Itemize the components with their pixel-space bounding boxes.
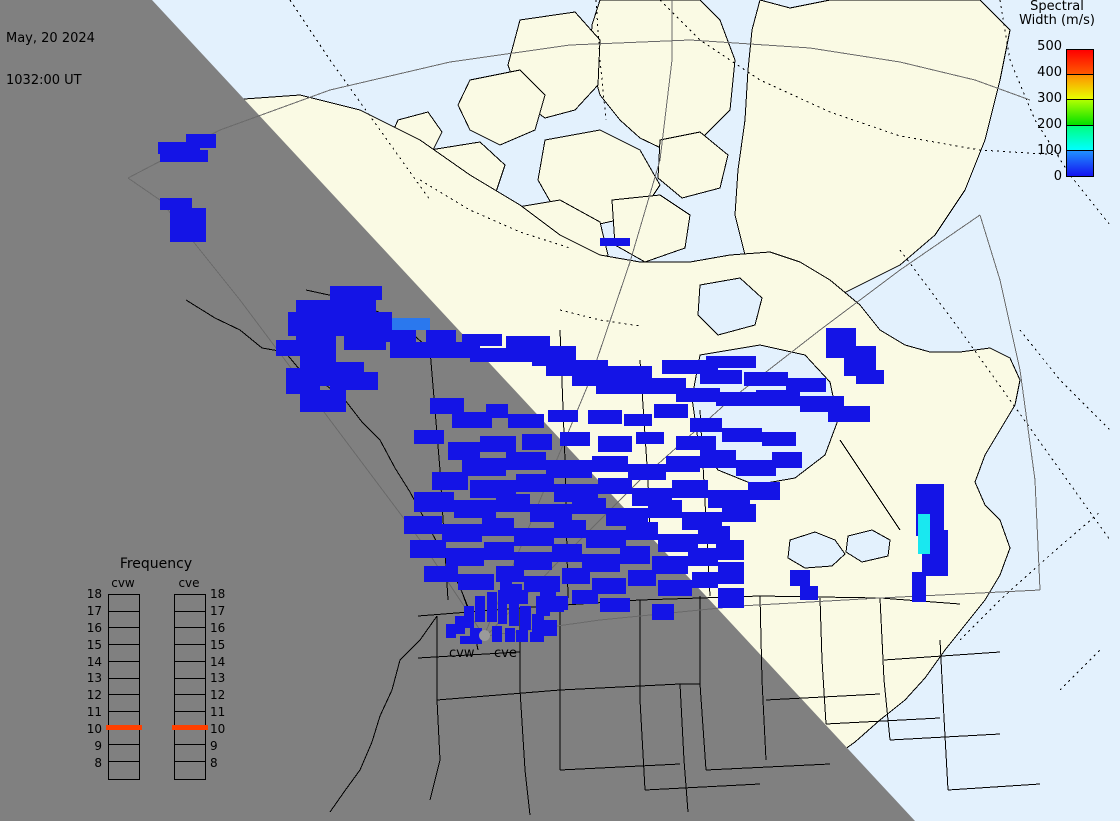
frequency-column-header-cve: cve xyxy=(178,576,200,590)
freq-left-17: 17 xyxy=(86,603,102,618)
colorbar-segment-100-200 xyxy=(1067,125,1093,151)
radar-site-label-cvw: cvw xyxy=(449,646,475,661)
freq-right-10: 10 xyxy=(210,722,226,737)
freq-left-9: 9 xyxy=(94,739,102,754)
colorbar-tick-100: 100 xyxy=(1037,143,1062,158)
timestamp: May, 20 2024 1032:00 UT xyxy=(6,4,95,116)
freq-right-16: 16 xyxy=(210,620,226,635)
freq-right-8: 8 xyxy=(210,755,218,770)
freq-left-18: 18 xyxy=(86,587,102,601)
colorbar-tick-200: 200 xyxy=(1037,117,1062,132)
graticule-lines xyxy=(289,0,1111,691)
frequency-marker-cve xyxy=(172,725,208,730)
colorbar-segment-200-300 xyxy=(1067,100,1093,126)
freq-right-14: 14 xyxy=(210,654,226,669)
freq-left-11: 11 xyxy=(86,705,102,720)
freq-right-17: 17 xyxy=(210,603,226,618)
spectral-width-data-cells xyxy=(158,134,948,644)
colorbar-tick-400: 400 xyxy=(1037,65,1062,80)
colorbar-tick-labels: 500 400 300 200 100 0 xyxy=(1000,39,1062,184)
colorbar-tick-300: 300 xyxy=(1037,91,1062,106)
colorbar-title-line1: Spectral xyxy=(1030,0,1084,14)
colorbar-panel: Spectral Width (m/s) 500 400 300 200 100… xyxy=(1000,0,1116,200)
freq-left-15: 15 xyxy=(86,637,102,652)
freq-right-12: 12 xyxy=(210,688,226,703)
freq-right-13: 13 xyxy=(210,671,226,686)
frequency-bar-cvw xyxy=(108,594,140,780)
freq-right-15: 15 xyxy=(210,637,226,652)
freq-left-14: 14 xyxy=(86,654,102,669)
radar-site-label-cve: cve xyxy=(494,646,517,661)
freq-left-10: 10 xyxy=(86,722,102,737)
colorbar-segment-400-500 xyxy=(1067,50,1093,76)
high-spectral-width-cell xyxy=(918,514,930,554)
frequency-column-header-cvw: cvw xyxy=(111,576,135,590)
colorbar-title-line2: Width (m/s) xyxy=(1019,13,1095,28)
frequency-legend-title: Frequency xyxy=(119,556,193,572)
radar-site-marker xyxy=(479,630,490,641)
frequency-marker-cvw xyxy=(106,725,142,730)
frequency-scale-right: 18 17 16 15 14 13 12 11 10 9 8 xyxy=(210,588,232,774)
colorbar-segment-0-100 xyxy=(1067,150,1093,176)
freq-left-16: 16 xyxy=(86,620,102,635)
freq-right-9: 9 xyxy=(210,739,218,754)
freq-right-18: 18 xyxy=(210,587,226,601)
timestamp-date: May, 20 2024 xyxy=(6,31,95,46)
freq-right-11: 11 xyxy=(210,705,226,720)
colorbar-gradient xyxy=(1066,49,1094,177)
colorbar-tick-0: 0 xyxy=(1053,169,1062,184)
freq-left-8: 8 xyxy=(94,755,102,770)
freq-left-13: 13 xyxy=(86,671,102,686)
frequency-legend: Frequency cvw cve 18 17 16 15 14 13 12 1… xyxy=(86,556,226,788)
colorbar-title: Spectral Width (m/s) xyxy=(1000,0,1114,28)
frequency-scale-left: 18 17 16 15 14 13 12 11 10 9 8 xyxy=(80,588,102,774)
colorbar-tick-500: 500 xyxy=(1037,39,1062,54)
freq-left-12: 12 xyxy=(86,688,102,703)
timestamp-time: 1032:00 UT xyxy=(6,73,82,88)
frequency-bar-cve xyxy=(174,594,206,780)
colorbar-segment-300-400 xyxy=(1067,75,1093,101)
